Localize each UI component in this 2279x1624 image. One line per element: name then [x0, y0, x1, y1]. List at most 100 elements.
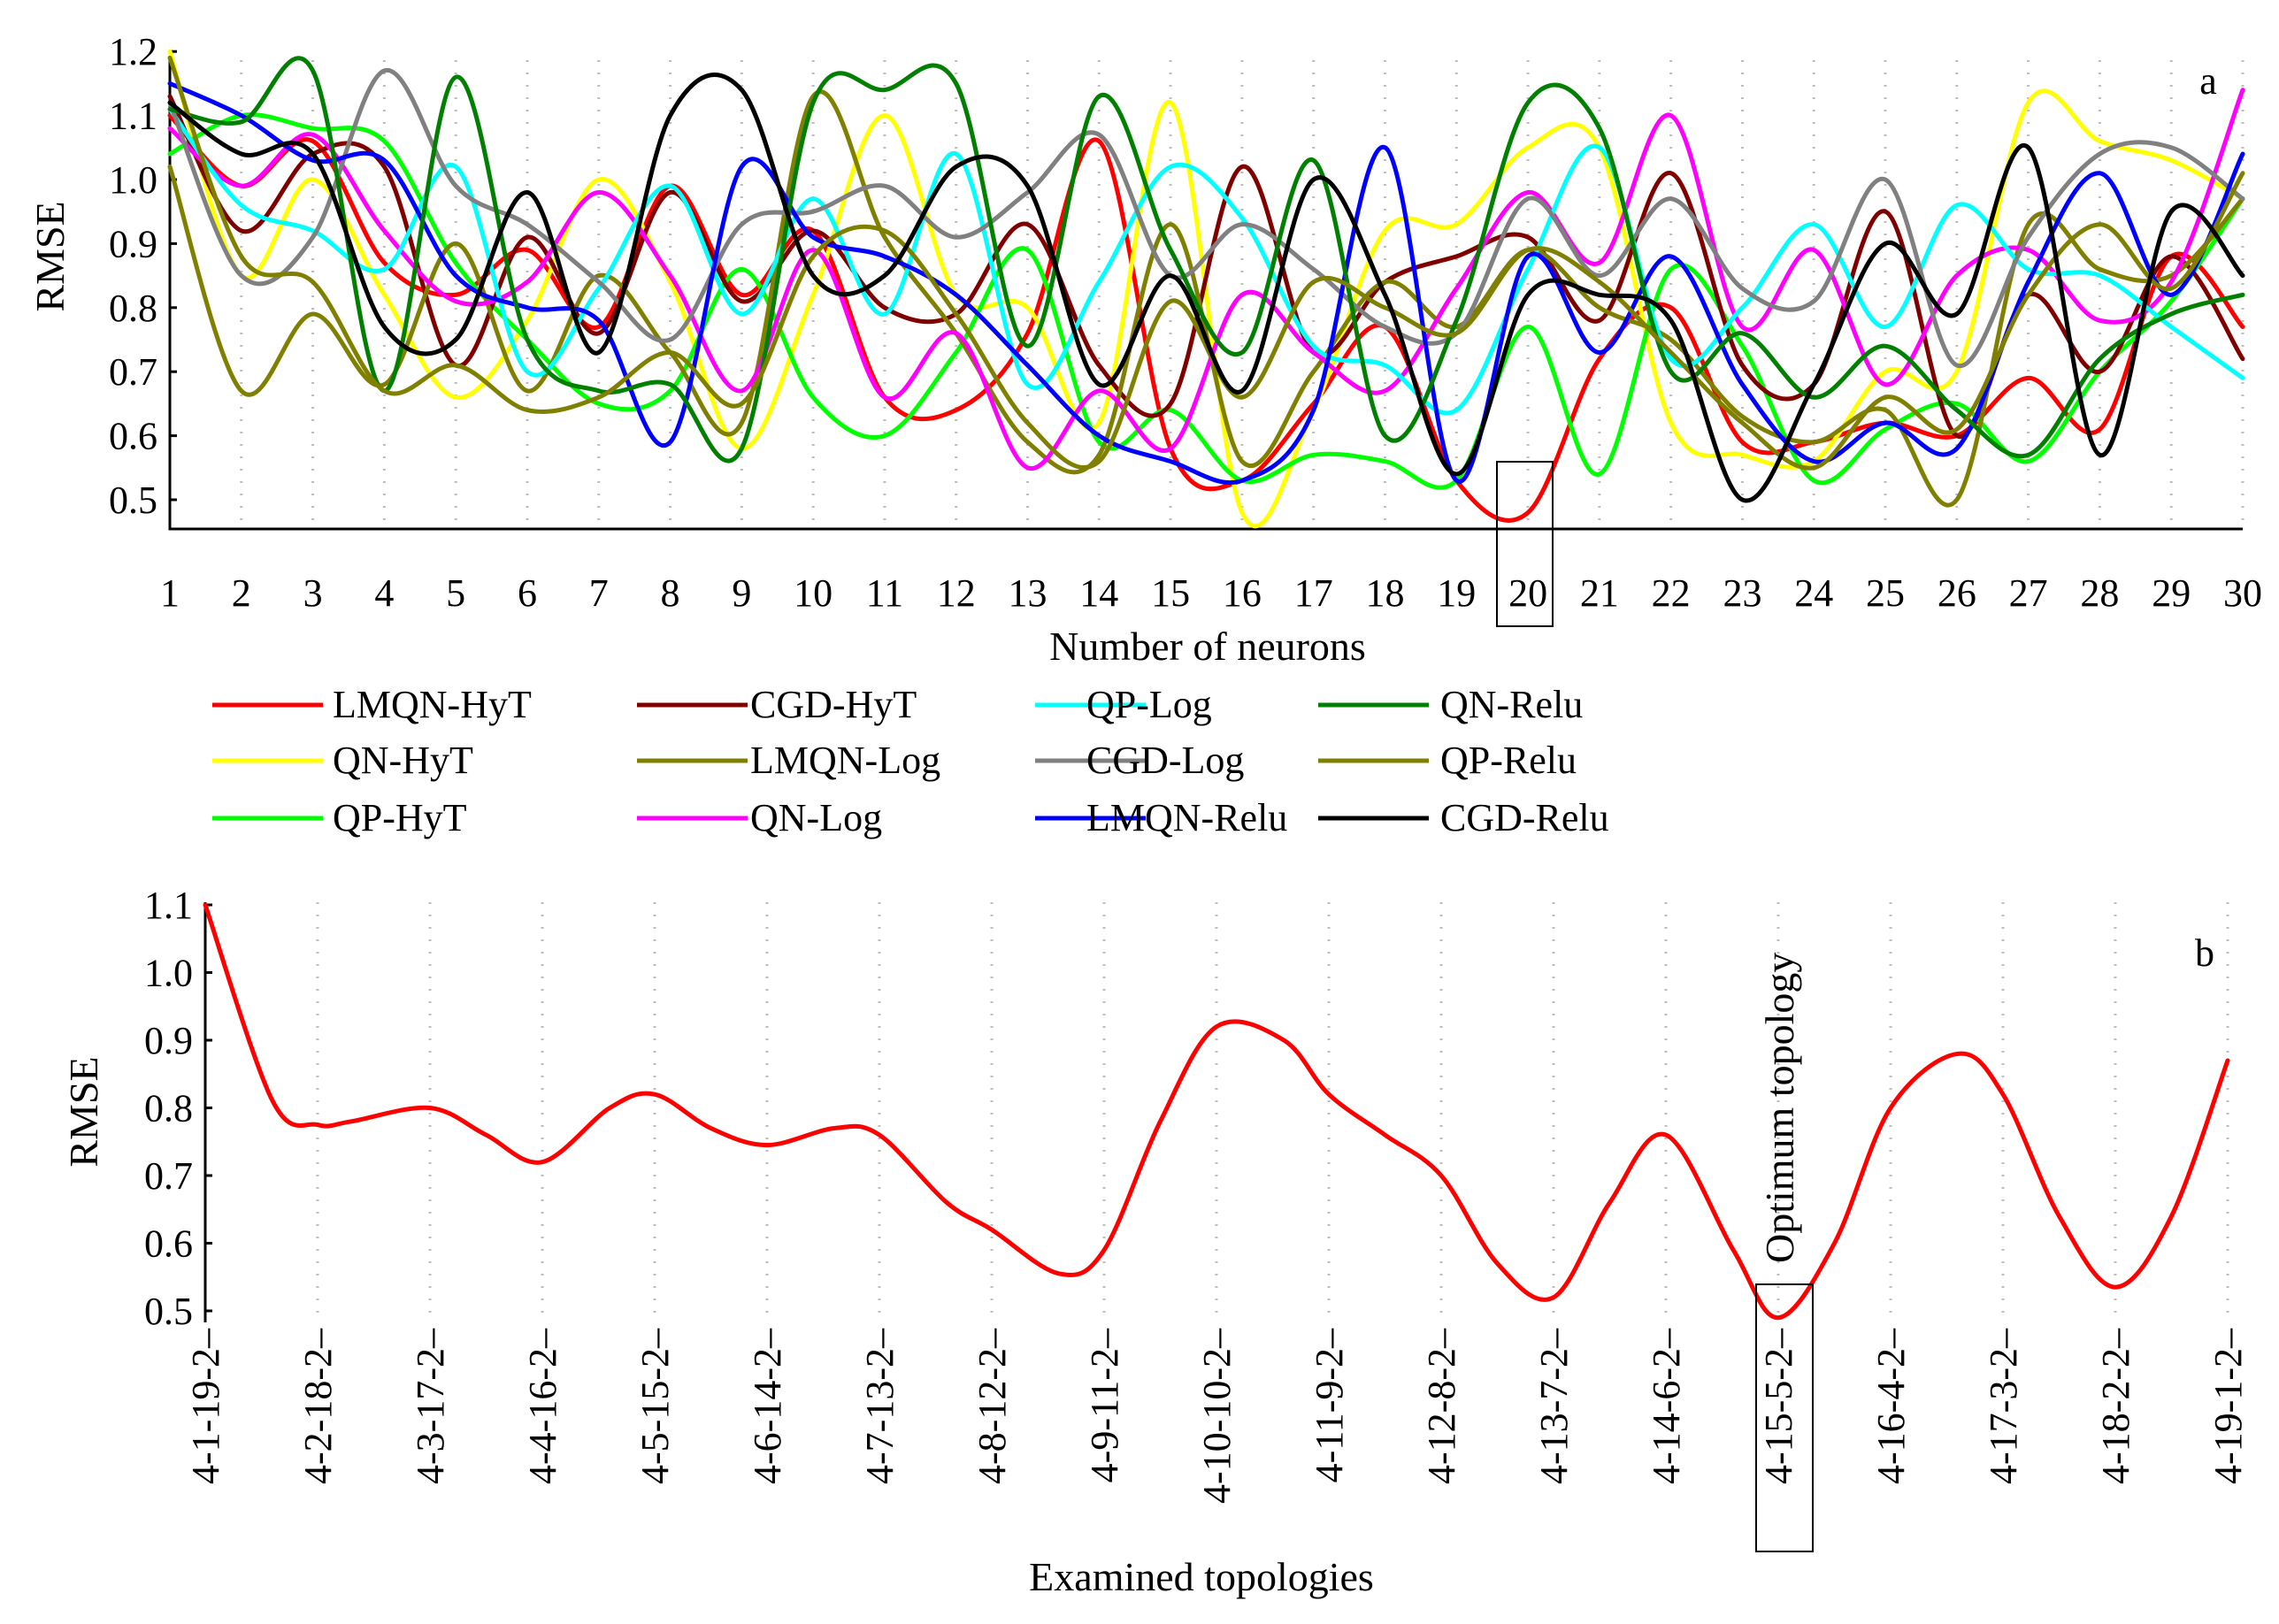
panel-b-x-tick-label: 4-9-11-2– — [1083, 1328, 1126, 1482]
legend-label: QP-HyT — [333, 796, 467, 839]
panel-a-x-tick-label: 19 — [1437, 571, 1476, 615]
optimum-topology-annotation: Optimum topology — [1757, 953, 1802, 1263]
panel-a-x-tick-label: 11 — [866, 571, 903, 615]
panel-b-y-tick-label: 0.9 — [144, 1019, 193, 1062]
panel-a-x-tick-label: 25 — [1866, 571, 1905, 615]
panel-a-x-tick-label: 27 — [2009, 571, 2048, 615]
panel-b-x-tick-label: 4-18-2-2– — [2094, 1328, 2137, 1484]
panel-b-x-tick-label: 4-17-3-2– — [1982, 1328, 2025, 1484]
panel-b-x-tick-label: 4-13-7-2– — [1532, 1328, 1576, 1484]
legend-item-lmqn-hyt: LMQN-HyT — [212, 683, 532, 726]
panel-a-x-tick-label: 26 — [1938, 571, 1976, 615]
panel-a-x-tick-label: 4 — [374, 571, 394, 615]
panel-a-x-tick-label: 29 — [2152, 571, 2191, 615]
legend-item-cgd-relu: CGD-Relu — [1318, 796, 1609, 839]
legend-label: QN-HyT — [333, 739, 473, 782]
legend-item-qp-log: QP-Log — [1035, 683, 1212, 726]
legend-label: QP-Relu — [1440, 739, 1577, 782]
panel-b-y-tick-label: 1.0 — [144, 952, 193, 995]
panel-b-y-tick-label: 1.1 — [144, 884, 193, 927]
series-line-qn-hyt — [167, 49, 2245, 529]
legend-item-lmqn-log: LMQN-Log — [637, 739, 940, 782]
panel-a-y-ticks: 0.5 0.6 0.7 0.8 0.9 1.0 1.1 1.2 — [109, 30, 177, 522]
panel-b: 0.5 0.6 0.7 0.8 0.9 1.0 1.1 4-1-19-2– 4-2-18-2–… — [61, 884, 2250, 1599]
series-line-rmse — [203, 902, 2230, 1321]
legend-label: CGD-Relu — [1440, 796, 1609, 839]
series-line-qn-relu — [167, 56, 2245, 463]
panel-a-y-tick-label: 0.9 — [109, 222, 157, 265]
panel-b-x-tick-label: 4-16-4-2– — [1869, 1328, 1913, 1484]
panel-b-x-tick-label: 4-8-12-2– — [971, 1328, 1014, 1484]
panel-a-x-tick-label: 9 — [732, 571, 751, 615]
legend-label: QN-Log — [750, 796, 882, 839]
panel-a-y-tick-label: 0.7 — [109, 350, 157, 394]
panel-b-y-label: RMSE — [61, 1056, 106, 1167]
series-line-qn-log — [167, 88, 2245, 471]
panel-a-x-tick-label: 18 — [1365, 571, 1404, 615]
panel-a-x-tick-label: 24 — [1794, 571, 1833, 615]
series-line-lmqn-relu — [167, 80, 2245, 486]
panel-b-y-tick-label: 0.5 — [144, 1290, 193, 1333]
panel-b-x-tick-label: 4-1-19-2– — [184, 1328, 227, 1484]
legend-label: CGD-HyT — [750, 683, 917, 726]
panel-a-x-tick-label: 16 — [1223, 571, 1262, 615]
panel-b-x-tick-label: 4-5-15-2– — [633, 1328, 677, 1484]
panel-a-x-tick-label: 7 — [589, 571, 609, 615]
panel-b-x-tick-label: 4-14-6-2– — [1645, 1328, 1688, 1484]
panel-a-x-label: Number of neurons — [1049, 624, 1366, 669]
panel-a-x-tick-label: 6 — [518, 571, 537, 615]
series-line-qp-relu — [167, 55, 2245, 471]
legend-item-qp-relu: QP-Relu — [1318, 739, 1577, 782]
panel-a-y-tick-label: 1.1 — [109, 95, 157, 138]
panel-b-x-tick-label: 4-6-14-2– — [746, 1328, 789, 1484]
panel-a-x-tick-label: 13 — [1009, 571, 1047, 615]
panel-a-x-tick-label: 20 — [1508, 571, 1547, 615]
panel-a-x-tick-label: 10 — [794, 571, 833, 615]
panel-b-y-tick-label: 0.6 — [144, 1222, 193, 1266]
legend-label: QN-Relu — [1440, 683, 1583, 726]
legend-label: QP-Log — [1086, 683, 1212, 726]
panel-b-y-ticks: 0.5 0.6 0.7 0.8 0.9 1.0 1.1 — [144, 884, 212, 1333]
panel-a-y-tick-label: 1.2 — [109, 30, 157, 73]
legend-item-qp-hyt: QP-HyT — [212, 796, 467, 839]
panel-a-x-tick-label: 2 — [232, 571, 251, 615]
panel-a-x-tick-label: 1 — [160, 571, 180, 615]
panel-b-y-tick-label: 0.7 — [144, 1154, 193, 1198]
panel-a-y-tick-label: 0.8 — [109, 287, 157, 330]
panel-a-x-tick-label: 17 — [1294, 571, 1333, 615]
panel-a: 0.50.60.70.80.91.01.11.2 1 2 3 4 5 6 7 8 9 10 11 12… — [27, 30, 2262, 669]
panel-a-x-tick-label: 14 — [1079, 571, 1118, 615]
legend-label: LMQN-Relu — [1086, 796, 1287, 839]
legend-label: CGD-Log — [1086, 739, 1244, 782]
panel-b-x-label: Examined topologies — [1029, 1554, 1374, 1599]
legend: LMQN-HyT QN-HyT QP-HyT CGD-HyT LMQN-Log QN-Lo… — [212, 683, 1609, 839]
legend-item-cgd-log: CGD-Log — [1035, 739, 1244, 782]
legend-item-qn-hyt: QN-HyT — [212, 739, 473, 782]
panel-b-series — [203, 902, 2230, 1321]
panel-b-x-tick-label: 4-4-16-2– — [521, 1328, 564, 1484]
panel-b-x-tick-label: 4-11-9-2– — [1308, 1328, 1351, 1482]
legend-item-lmqn-relu: LMQN-Relu — [1035, 796, 1287, 839]
panel-a-x-tick-label: 3 — [303, 571, 323, 615]
panel-b-label: b — [2195, 931, 2214, 975]
panel-a-x-tick-label: 8 — [661, 571, 680, 615]
panel-a-x-tick-label: 28 — [2080, 571, 2119, 615]
panel-a-x-ticks: 1 2 3 4 5 6 7 8 9 10 11 12 13 14 15 16 17 18 19 20 21 22 23 24 2… — [160, 571, 2262, 615]
panel-a-y-tick-label: 0.5 — [109, 479, 157, 522]
legend-item-qn-relu: QN-Relu — [1318, 683, 1583, 726]
panel-b-y-tick-label: 0.8 — [144, 1087, 193, 1130]
series-line-lmqn-log — [167, 89, 2245, 508]
legend-label: LMQN-HyT — [333, 683, 532, 726]
panel-a-x-tick-label: 12 — [937, 571, 976, 615]
panel-a-x-tick-label: 15 — [1151, 571, 1190, 615]
panel-a-x-tick-label: 5 — [446, 571, 465, 615]
legend-item-cgd-hyt: CGD-HyT — [637, 683, 917, 726]
panel-a-y-tick-label: 0.6 — [109, 415, 157, 458]
panel-a-x-tick-label: 30 — [2223, 571, 2262, 615]
legend-label: LMQN-Log — [750, 739, 940, 782]
panel-b-x-tick-label: 4-7-13-2– — [858, 1328, 902, 1484]
panel-b-x-tick-label: 4-10-10-2– — [1195, 1328, 1239, 1504]
panel-b-x-ticks: 4-1-19-2– 4-2-18-2– 4-3-17-2– 4-4-16-2– 4-5-… — [184, 1328, 2250, 1504]
panel-a-y-tick-label: 1.0 — [109, 158, 157, 202]
